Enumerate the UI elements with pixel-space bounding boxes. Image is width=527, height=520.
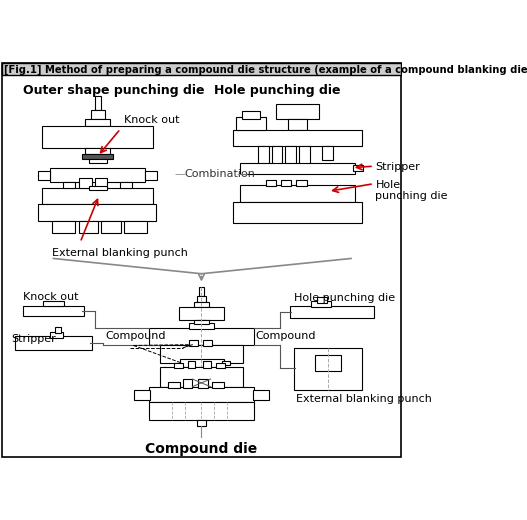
Bar bbox=[50, 168, 145, 182]
Bar bbox=[203, 361, 211, 368]
Text: Stripper: Stripper bbox=[375, 162, 420, 172]
Text: Knock out: Knock out bbox=[124, 115, 180, 125]
Text: Hole punching die: Hole punching die bbox=[294, 293, 395, 303]
Bar bbox=[299, 146, 310, 166]
Text: Combination: Combination bbox=[184, 169, 256, 179]
Bar bbox=[276, 103, 319, 119]
Bar bbox=[189, 340, 198, 346]
Text: Hole punching die: Hole punching die bbox=[213, 84, 340, 97]
Bar bbox=[82, 154, 113, 159]
Bar bbox=[296, 180, 307, 186]
Bar bbox=[43, 301, 64, 306]
Bar bbox=[52, 221, 75, 232]
Bar bbox=[51, 332, 63, 338]
Text: Stripper: Stripper bbox=[12, 334, 56, 344]
Text: —: — bbox=[237, 169, 248, 179]
Bar bbox=[145, 171, 157, 180]
Text: —: — bbox=[174, 169, 185, 179]
Text: Compound die: Compound die bbox=[145, 441, 258, 456]
Bar bbox=[240, 163, 355, 174]
Text: External blanking punch: External blanking punch bbox=[296, 394, 432, 404]
Bar bbox=[160, 367, 242, 387]
Bar bbox=[124, 221, 147, 232]
Bar bbox=[322, 146, 333, 160]
Bar bbox=[197, 296, 206, 302]
Bar bbox=[294, 348, 363, 389]
Bar bbox=[160, 345, 242, 363]
Bar bbox=[317, 296, 327, 303]
Bar bbox=[85, 119, 110, 126]
Bar bbox=[288, 119, 307, 129]
Bar bbox=[89, 186, 107, 190]
Bar bbox=[188, 361, 196, 368]
Bar bbox=[149, 328, 254, 345]
Bar bbox=[203, 340, 212, 346]
Bar bbox=[194, 319, 209, 324]
Bar bbox=[55, 327, 61, 333]
Bar bbox=[23, 306, 84, 317]
Bar bbox=[168, 382, 180, 388]
Bar bbox=[38, 171, 51, 180]
Bar bbox=[198, 379, 208, 388]
Bar bbox=[95, 96, 101, 110]
Bar bbox=[15, 336, 92, 350]
Bar bbox=[38, 204, 157, 221]
Bar bbox=[222, 361, 230, 366]
Bar bbox=[120, 182, 132, 188]
Bar bbox=[95, 178, 107, 188]
Bar bbox=[233, 129, 363, 146]
Bar bbox=[180, 359, 225, 367]
Bar bbox=[315, 355, 341, 371]
Bar bbox=[216, 363, 225, 368]
Bar bbox=[133, 389, 150, 400]
Bar bbox=[183, 379, 192, 388]
Text: [Fig.1] Method of preparing a compound die structure (example of a compound blan: [Fig.1] Method of preparing a compound d… bbox=[4, 64, 527, 75]
Bar bbox=[42, 126, 153, 148]
Bar bbox=[102, 221, 121, 232]
Bar bbox=[233, 202, 363, 224]
Bar bbox=[271, 146, 282, 166]
Bar bbox=[2, 63, 401, 75]
Bar bbox=[189, 323, 213, 330]
Bar bbox=[85, 148, 110, 154]
Bar bbox=[252, 389, 269, 400]
Bar bbox=[149, 387, 254, 402]
Bar bbox=[197, 420, 206, 426]
Bar bbox=[149, 402, 254, 420]
Text: Outer shape punching die: Outer shape punching die bbox=[23, 84, 204, 97]
Bar bbox=[63, 182, 75, 188]
Bar bbox=[311, 301, 331, 307]
Bar bbox=[266, 180, 276, 186]
Bar bbox=[179, 307, 225, 320]
Bar bbox=[194, 302, 209, 307]
Bar bbox=[258, 146, 269, 166]
Bar bbox=[236, 116, 266, 131]
Text: Compound: Compound bbox=[256, 331, 316, 341]
Text: External blanking punch: External blanking punch bbox=[52, 248, 188, 258]
Bar bbox=[286, 146, 296, 166]
Bar bbox=[240, 185, 355, 202]
Bar bbox=[199, 287, 204, 296]
Bar bbox=[42, 188, 153, 204]
Bar bbox=[353, 165, 363, 172]
Bar bbox=[89, 159, 107, 163]
Bar bbox=[197, 320, 206, 328]
Text: Hole
punching die: Hole punching die bbox=[375, 180, 448, 201]
Bar bbox=[91, 110, 104, 119]
Bar bbox=[290, 306, 374, 318]
Bar bbox=[80, 221, 99, 232]
Text: Knock out: Knock out bbox=[23, 292, 79, 302]
Text: Compound: Compound bbox=[105, 331, 166, 341]
Bar bbox=[174, 363, 183, 368]
Bar bbox=[281, 180, 291, 186]
Bar bbox=[242, 111, 260, 119]
Bar bbox=[212, 382, 225, 388]
Bar bbox=[80, 178, 92, 188]
